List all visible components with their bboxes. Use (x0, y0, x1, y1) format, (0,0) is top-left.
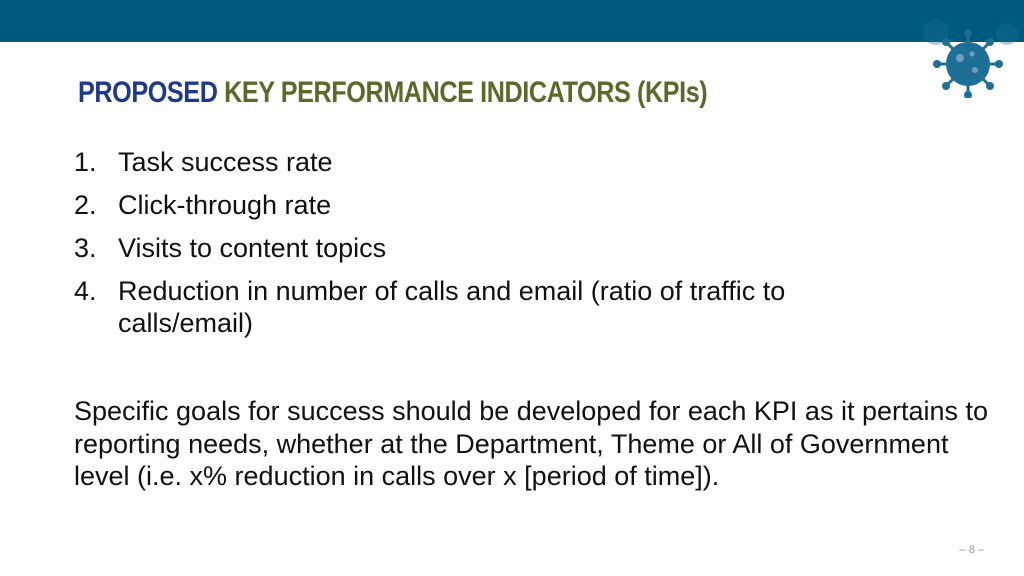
kpi-item: 3. Visits to content topics (74, 232, 894, 264)
kpi-text: Click-through rate (118, 190, 332, 220)
title-primary: PROPOSED (78, 76, 218, 109)
kpi-text: Task success rate (118, 147, 333, 177)
virus-icon (923, 19, 1018, 98)
title-secondary: KEY PERFORMANCE INDICATORS (KPIs) (224, 76, 708, 109)
kpi-number: 2. (74, 190, 97, 220)
header-bar (0, 0, 1024, 42)
page-number: – 8 – (959, 544, 984, 556)
goals-paragraph: Specific goals for success should be dev… (74, 396, 989, 491)
kpi-list: 1. Task success rate 2. Click-through ra… (74, 146, 894, 350)
kpi-number: 1. (74, 147, 97, 177)
kpi-number: 3. (74, 233, 97, 263)
kpi-item: 4. Reduction in number of calls and emai… (74, 275, 894, 339)
kpi-item: 2. Click-through rate (74, 189, 894, 221)
page-title: PROPOSED KEY PERFORMANCE INDICATORS (KPI… (78, 76, 708, 110)
kpi-text: Visits to content topics (118, 233, 387, 263)
kpi-number: 4. (74, 276, 97, 306)
kpi-item: 1. Task success rate (74, 146, 894, 178)
kpi-text: Reduction in number of calls and email (… (118, 276, 786, 338)
